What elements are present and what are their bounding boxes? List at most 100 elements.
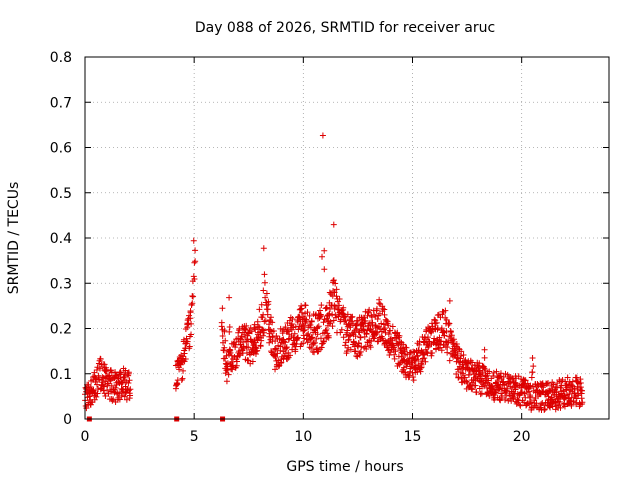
data-point xyxy=(543,381,550,388)
data-point xyxy=(228,352,235,359)
data-point xyxy=(331,289,338,296)
data-point xyxy=(568,394,575,401)
data-point xyxy=(116,396,123,403)
data-point xyxy=(248,328,255,335)
data-point xyxy=(510,395,517,402)
data-point xyxy=(421,355,428,362)
data-point xyxy=(316,307,323,314)
data-point xyxy=(344,311,351,318)
axes: 0 5 10 15 20 0 0.1 0.2 0.3 0.4 0.5 0.6 0.7 0.8 xyxy=(50,50,610,445)
data-point xyxy=(294,335,301,342)
data-point xyxy=(121,393,128,400)
data-point xyxy=(396,332,403,339)
data-point xyxy=(174,381,181,388)
data-point xyxy=(382,329,389,336)
data-point xyxy=(228,359,235,366)
data-point xyxy=(385,331,392,338)
data-point xyxy=(327,318,334,325)
data-point xyxy=(522,377,529,384)
data-point xyxy=(403,344,410,351)
data-point xyxy=(453,370,460,377)
data-point xyxy=(192,258,199,265)
data-point xyxy=(188,331,195,338)
data-point xyxy=(233,358,240,365)
data-point xyxy=(223,378,230,385)
data-point xyxy=(395,360,402,367)
data-point xyxy=(127,392,134,399)
data-point xyxy=(346,333,353,340)
data-point xyxy=(380,321,387,328)
data-point xyxy=(192,247,199,254)
data-point xyxy=(226,324,233,331)
data-point xyxy=(541,406,548,413)
data-point xyxy=(265,301,272,308)
data-point xyxy=(545,393,552,400)
data-point xyxy=(317,312,324,319)
data-point xyxy=(392,348,399,355)
data-point xyxy=(336,295,343,302)
data-point xyxy=(178,377,185,384)
data-point xyxy=(360,323,367,330)
data-point xyxy=(266,339,273,346)
data-point xyxy=(512,386,519,393)
data-point xyxy=(463,361,470,368)
data-point xyxy=(188,320,195,327)
data-point xyxy=(189,300,196,307)
y-tick-label: 0.5 xyxy=(50,186,72,202)
data-point xyxy=(176,366,183,373)
data-point xyxy=(357,334,364,341)
data-point xyxy=(269,319,276,326)
data-point xyxy=(391,355,398,362)
data-point xyxy=(236,352,243,359)
data-point xyxy=(459,365,466,372)
data-point xyxy=(455,358,462,365)
data-point xyxy=(242,326,249,333)
data-point xyxy=(391,344,398,351)
data-point xyxy=(373,305,380,312)
data-point xyxy=(355,328,362,335)
y-tick-label: 0 xyxy=(63,412,72,428)
data-point xyxy=(425,343,432,350)
data-point xyxy=(338,326,345,333)
data-point xyxy=(237,351,244,357)
data-point xyxy=(225,371,232,378)
data-point xyxy=(187,309,194,316)
data-point xyxy=(291,330,298,337)
data-point xyxy=(257,343,264,350)
data-point xyxy=(259,314,266,321)
data-point xyxy=(523,401,530,408)
data-point xyxy=(557,404,564,411)
data-point xyxy=(363,331,370,338)
data-point xyxy=(329,323,336,330)
data-point xyxy=(126,377,133,384)
data-point xyxy=(298,309,305,316)
data-point xyxy=(380,326,387,333)
data-point xyxy=(477,391,484,398)
data-point xyxy=(284,327,291,334)
data-point xyxy=(364,327,371,334)
data-point xyxy=(410,348,417,355)
data-point xyxy=(277,359,284,366)
data-point xyxy=(243,322,250,329)
data-point xyxy=(315,323,322,330)
data-point xyxy=(282,324,289,331)
data-point xyxy=(308,318,315,325)
x-axis-label: GPS time / hours xyxy=(286,459,403,475)
data-point xyxy=(389,323,396,330)
data-point xyxy=(529,355,536,362)
data-point xyxy=(449,339,456,346)
data-point xyxy=(273,332,280,339)
data-point xyxy=(108,382,115,389)
data-point xyxy=(223,352,230,359)
data-point xyxy=(448,332,455,339)
data-point xyxy=(321,266,328,273)
data-point xyxy=(476,360,483,367)
data-point xyxy=(287,352,294,359)
data-point xyxy=(446,297,453,304)
data-point xyxy=(498,390,505,397)
data-point xyxy=(332,280,339,287)
data-point xyxy=(290,324,297,331)
data-point xyxy=(94,381,101,388)
data-point xyxy=(381,311,388,318)
